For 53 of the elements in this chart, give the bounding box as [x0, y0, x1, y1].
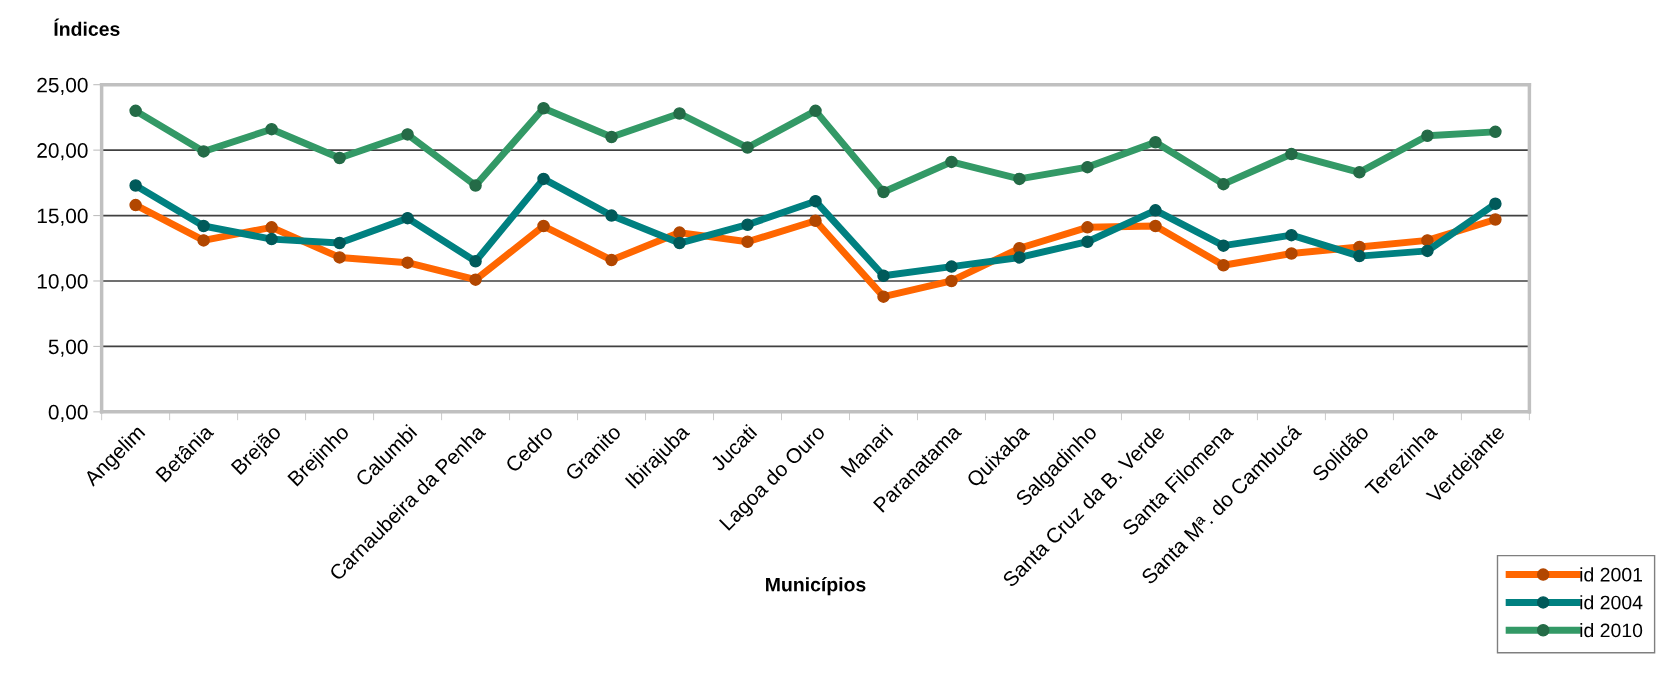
point: [1081, 160, 1094, 174]
point: [1421, 244, 1434, 258]
point: [469, 179, 482, 192]
point: [809, 194, 822, 208]
point: [1149, 204, 1162, 217]
point: [945, 155, 958, 169]
point: [1149, 136, 1162, 149]
point: [333, 151, 346, 165]
point: [1489, 197, 1502, 211]
point: [1353, 166, 1366, 179]
y-tick-label: 5,00: [48, 339, 88, 357]
point: [1489, 125, 1502, 139]
point: [1013, 172, 1026, 186]
point: [537, 172, 550, 186]
point: [673, 236, 686, 250]
x-axis-title: Municípios: [766, 577, 866, 596]
y-tick-label: 10,00: [37, 273, 88, 292]
point: [1285, 147, 1298, 161]
legend-label: id 2001: [1580, 567, 1642, 582]
point: [605, 209, 618, 222]
y-tick-label: 25,00: [37, 77, 88, 95]
point: [945, 260, 958, 273]
y-tick-label: 20,00: [37, 143, 88, 161]
point: [197, 145, 210, 158]
point: [401, 128, 414, 141]
point: [877, 185, 890, 199]
point: [1285, 228, 1298, 242]
point: [129, 104, 142, 118]
point: [129, 179, 142, 192]
point: [741, 218, 754, 231]
point: [333, 236, 346, 250]
point: [537, 101, 550, 115]
y-tick-label: 15,00: [37, 208, 88, 226]
point: [1013, 251, 1026, 264]
point: [1353, 249, 1366, 263]
point: [809, 104, 822, 118]
legend-label: id 2010: [1580, 623, 1643, 638]
legend-label: id 2004: [1580, 595, 1643, 610]
point: [741, 141, 754, 154]
y-tick-label: 0,00: [48, 404, 88, 423]
point: [469, 255, 482, 268]
point: [877, 269, 890, 283]
point: [265, 232, 278, 246]
point: [1421, 129, 1434, 142]
point: [605, 130, 618, 144]
point: [1217, 239, 1230, 252]
point: [265, 122, 278, 136]
y-axis-title: Índices: [54, 18, 120, 36]
point: [1217, 177, 1230, 191]
point: [401, 211, 414, 225]
point: [197, 219, 210, 233]
point: [673, 107, 686, 120]
point: [1081, 235, 1094, 248]
